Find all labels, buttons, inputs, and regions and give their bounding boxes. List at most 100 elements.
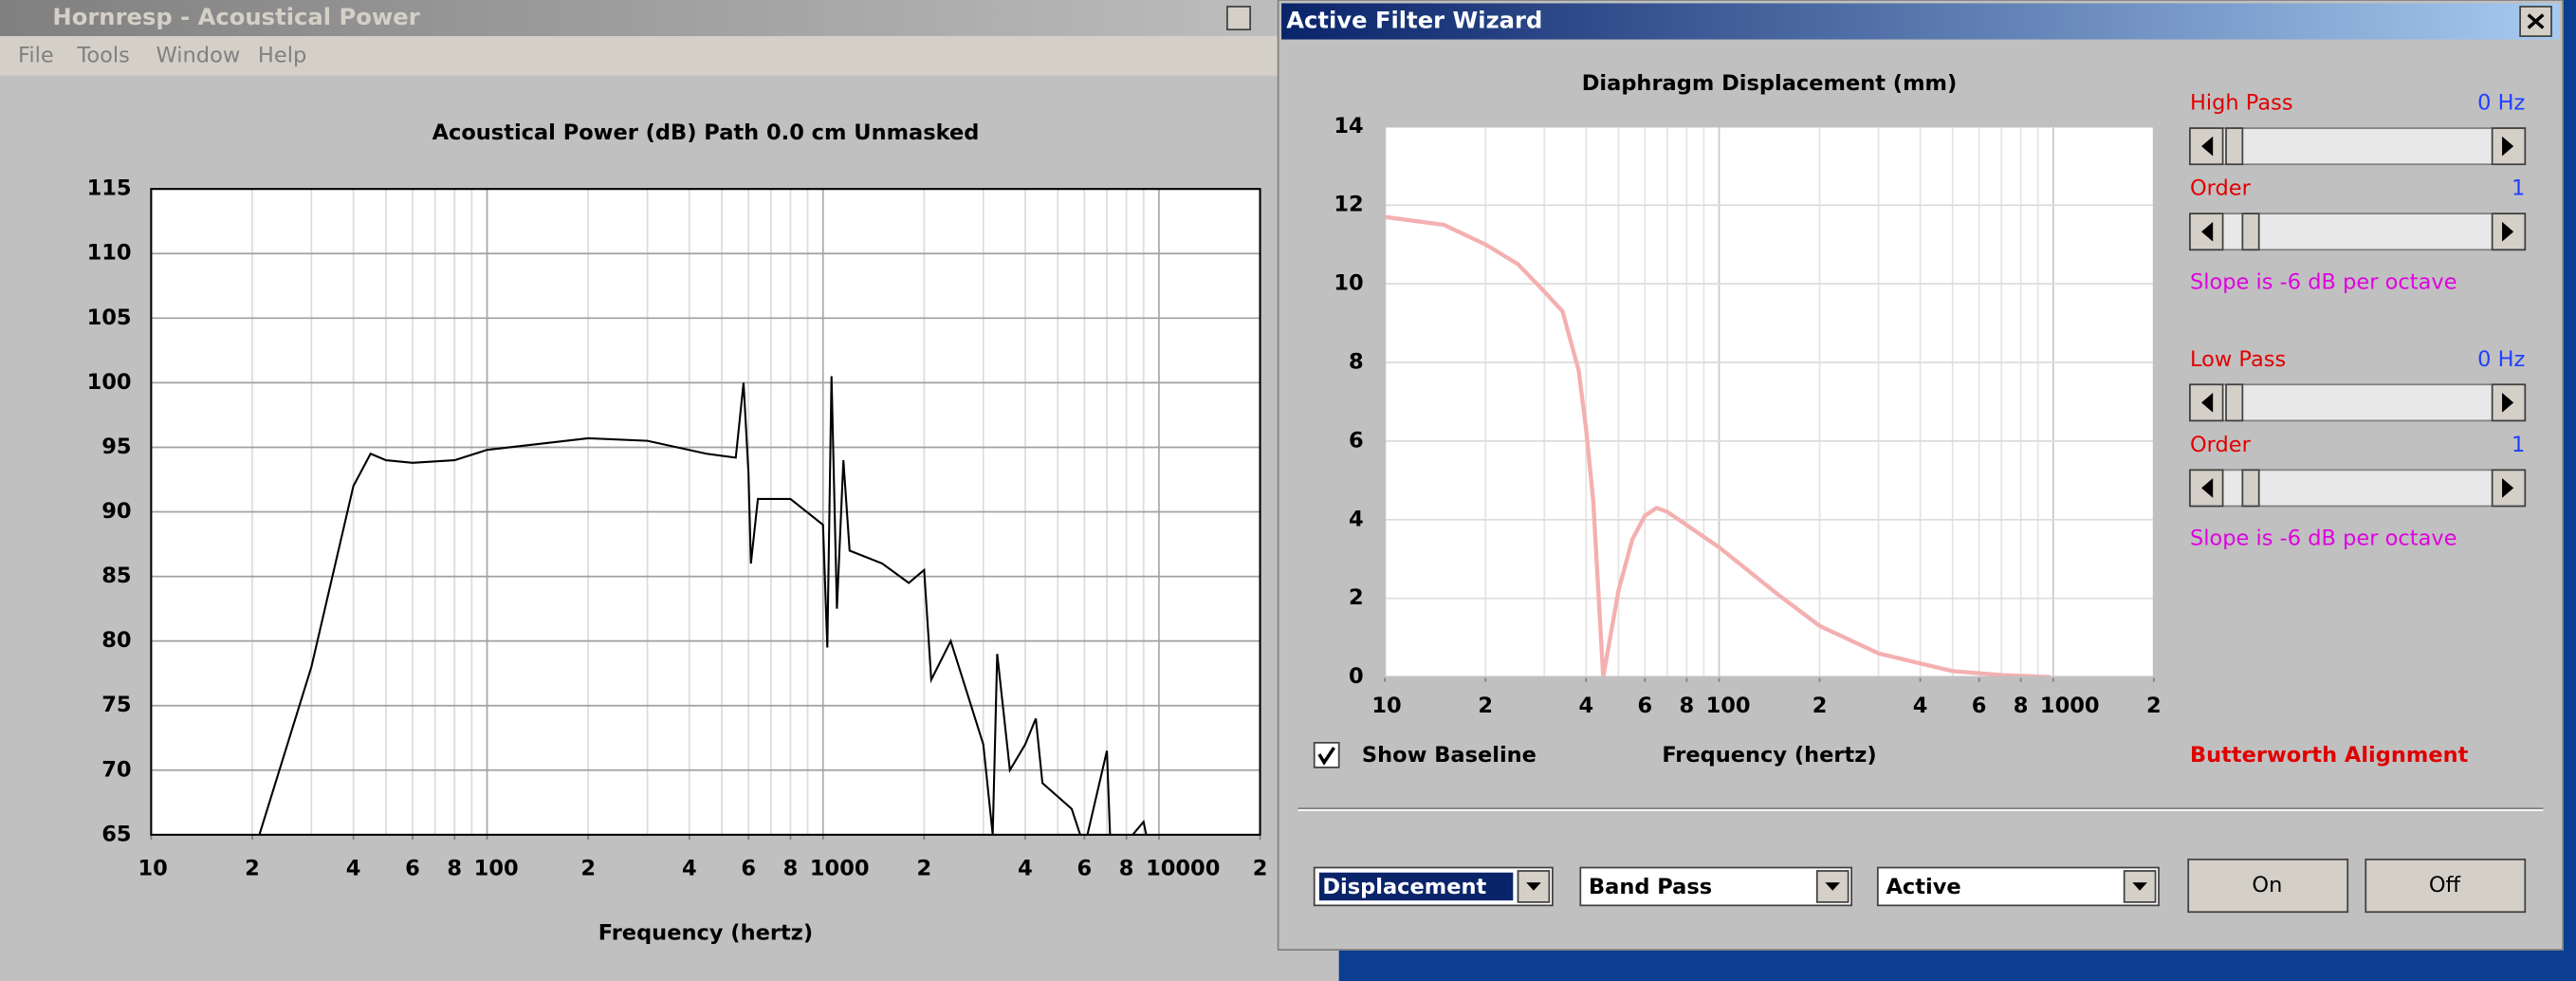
x-axis-title: Frequency (hertz) (1662, 743, 1876, 768)
dropdown[interactable] (1579, 866, 1852, 907)
scrollbar[interactable] (2189, 383, 2527, 422)
chart-title: Diaphragm Displacement (mm) (1582, 71, 1958, 96)
order-value: 1 (2512, 433, 2525, 457)
order-label: Order (2190, 176, 2252, 201)
menu-item[interactable]: Window (156, 43, 241, 67)
x-tick-label: 1000 (2040, 694, 2100, 718)
x-tick-label: 4 (1578, 694, 1593, 718)
dropdown-text: Displacement (1322, 875, 1486, 899)
x-tick-label: 8 (447, 857, 462, 881)
main-title-bar (0, 0, 1339, 37)
x-tick-label: 10 (138, 857, 168, 881)
low-pass-label: Low Pass (2190, 347, 2286, 372)
plot-border (1384, 125, 2155, 678)
x-tick-label: 2 (245, 857, 260, 881)
dialog-title: Active Filter Wizard (1286, 7, 1542, 34)
y-tick-label: 75 (101, 693, 131, 717)
y-tick-label: 65 (101, 822, 131, 846)
y-tick-label: 8 (1349, 350, 1364, 375)
dropdown-text: Active (1886, 875, 1961, 899)
button-label: On (2252, 873, 2282, 898)
chart: Acoustical Power (dB) Path 0.0 cm Unmask… (87, 120, 1268, 945)
order-value: 1 (2512, 176, 2525, 201)
dropdown[interactable] (1876, 866, 2160, 907)
y-tick-label: 10 (1334, 271, 1363, 296)
x-tick-label: 2 (1478, 694, 1493, 718)
y-tick-label: 95 (101, 435, 131, 459)
check-mark (1317, 747, 1335, 766)
x-tick-label: 4 (1913, 694, 1928, 718)
x-tick-label: 10 (1371, 694, 1401, 718)
y-tick-label: 100 (87, 370, 132, 395)
x-tick-label: 6 (741, 857, 756, 881)
y-tick-label: 110 (87, 241, 132, 266)
dropdown-arrow (2132, 882, 2147, 891)
data-line (258, 376, 1148, 835)
main-title: Hornresp - Acoustical Power (52, 3, 419, 30)
dropdown-arrow (1825, 882, 1840, 891)
dropdown-text: Band Pass (1589, 875, 1712, 899)
scrollbar[interactable] (2189, 213, 2527, 251)
y-tick-label: 115 (87, 176, 132, 201)
x-tick-label: 6 (405, 857, 420, 881)
menu-item[interactable]: File (18, 43, 54, 67)
x-tick-label: 2 (580, 857, 596, 881)
x-tick-label: 10000 (1146, 857, 1220, 881)
x-tick-label: 2 (1253, 857, 1268, 881)
x-tick-label: 8 (1119, 857, 1134, 881)
alignment-text: Butterworth Alignment (2190, 743, 2469, 768)
checkbox-label[interactable]: Show Baseline (1362, 743, 1536, 768)
y-tick-label: 14 (1334, 114, 1363, 139)
slope-text: Slope is -6 dB per octave (2190, 527, 2457, 551)
dialog-title-bar (1281, 3, 2560, 40)
high-pass-value: 0 Hz (2477, 91, 2525, 116)
y-tick-label: 90 (101, 499, 131, 524)
x-tick-label: 8 (783, 857, 799, 881)
chart: Diaphragm Displacement (mm) Frequency (he… (1334, 71, 2161, 768)
x-tick-label: 100 (1706, 694, 1751, 718)
x-tick-label: 100 (474, 857, 519, 881)
close-icon (2527, 13, 2545, 29)
x-tick-label: 6 (1077, 857, 1093, 881)
dropdown-selection (1318, 872, 1514, 901)
low-pass-value: 0 Hz (2477, 347, 2525, 372)
x-tick-label: 8 (2014, 694, 2029, 718)
x-tick-label: 8 (1680, 694, 1695, 718)
x-tick-label: 1000 (810, 857, 870, 881)
y-tick-label: 0 (1349, 664, 1364, 689)
menu-item[interactable]: Help (258, 43, 306, 67)
y-tick-label: 6 (1349, 428, 1364, 453)
y-tick-label: 85 (101, 564, 131, 588)
dropdown-arrow (1526, 882, 1541, 891)
button[interactable] (2364, 858, 2527, 914)
y-tick-label: 70 (101, 757, 131, 782)
button-label: Off (2429, 873, 2461, 898)
y-tick-label: 2 (1349, 585, 1364, 610)
data-line (1385, 214, 2051, 677)
menu-bar (0, 36, 1339, 76)
x-tick-label: 2 (2146, 694, 2162, 718)
x-axis-title: Frequency (hertz) (598, 920, 813, 945)
high-pass-label: High Pass (2190, 91, 2293, 116)
y-tick-label: 4 (1349, 507, 1364, 531)
x-tick-label: 6 (1972, 694, 1987, 718)
chart-title: Acoustical Power (dB) Path 0.0 cm Unmask… (432, 120, 980, 145)
y-tick-label: 12 (1334, 193, 1363, 217)
minimize-button[interactable] (1226, 6, 1252, 31)
slope-text: Slope is -6 dB per octave (2190, 269, 2457, 294)
y-tick-label: 80 (101, 628, 131, 653)
button[interactable] (2187, 858, 2349, 914)
x-tick-label: 4 (1018, 857, 1033, 881)
x-tick-label: 4 (346, 857, 361, 881)
x-tick-label: 2 (1812, 694, 1828, 718)
scrollbar[interactable] (2189, 127, 2527, 166)
dropdown-button[interactable] (1517, 870, 1551, 903)
order-label: Order (2190, 433, 2252, 457)
x-tick-label: 2 (917, 857, 932, 881)
plot-border (150, 188, 1261, 836)
x-tick-label: 4 (682, 857, 697, 881)
scrollbar[interactable] (2189, 469, 2527, 508)
menu-item[interactable]: Tools (76, 43, 129, 67)
y-tick-label: 105 (87, 305, 132, 330)
